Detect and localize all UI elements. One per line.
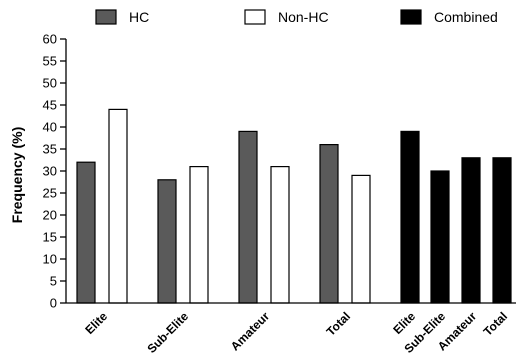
bar-combined-elite <box>400 130 420 304</box>
y-tick-label: 20 <box>43 208 57 223</box>
legend-swatch-hc <box>95 9 117 25</box>
bar-combined-sub-elite <box>430 170 450 304</box>
y-axis-title: Frequency (%) <box>9 127 25 223</box>
legend-swatch-combined <box>400 9 422 25</box>
x-label-amateur: Amateur <box>228 309 273 354</box>
bar-combined-amateur <box>461 157 481 304</box>
bar-hc-total <box>319 144 339 304</box>
legend-swatch-non-hc <box>244 9 266 25</box>
y-tick-label: 0 <box>50 296 57 311</box>
y-tick-label: 40 <box>43 120 57 135</box>
y-tick-label: 50 <box>43 76 57 91</box>
x-axis: Elite Sub-Elite Amateur Total EliteSub-Elite… <box>66 302 516 356</box>
legend-label-hc: HC <box>129 9 149 25</box>
y-tick-label: 30 <box>43 164 57 179</box>
y-tick-label: 25 <box>43 186 57 201</box>
bar-non-hc-total <box>351 174 371 304</box>
x-label-elite: Elite <box>82 309 110 337</box>
bar-hc-amateur <box>238 130 258 304</box>
bar-non-hc-sub-elite <box>189 166 209 304</box>
bar-combined-total <box>492 157 512 304</box>
legend: HC Non-HC Combined <box>95 9 498 25</box>
y-tick-label: 45 <box>43 98 57 113</box>
y-axis: 0 5 10 15 20 25 30 35 40 45 50 55 60 <box>43 32 67 311</box>
bar-non-hc-amateur <box>270 166 290 304</box>
bar-non-hc-elite <box>108 108 128 304</box>
x-label-total: Total <box>324 309 354 339</box>
x-label-combined-total: Total <box>481 309 511 339</box>
legend-label-non-hc: Non-HC <box>278 9 329 25</box>
y-tick-label: 60 <box>43 32 57 47</box>
x-label-sub-elite: Sub-Elite <box>144 309 191 356</box>
y-tick-label: 15 <box>43 230 57 245</box>
y-tick-label: 10 <box>43 252 57 267</box>
bar-hc-elite <box>76 161 96 304</box>
bars <box>76 108 512 304</box>
y-tick-label: 35 <box>43 142 57 157</box>
y-tick-label: 55 <box>43 54 57 69</box>
legend-label-combined: Combined <box>434 9 498 25</box>
y-tick-label: 5 <box>50 274 57 289</box>
bar-hc-sub-elite <box>157 179 177 304</box>
